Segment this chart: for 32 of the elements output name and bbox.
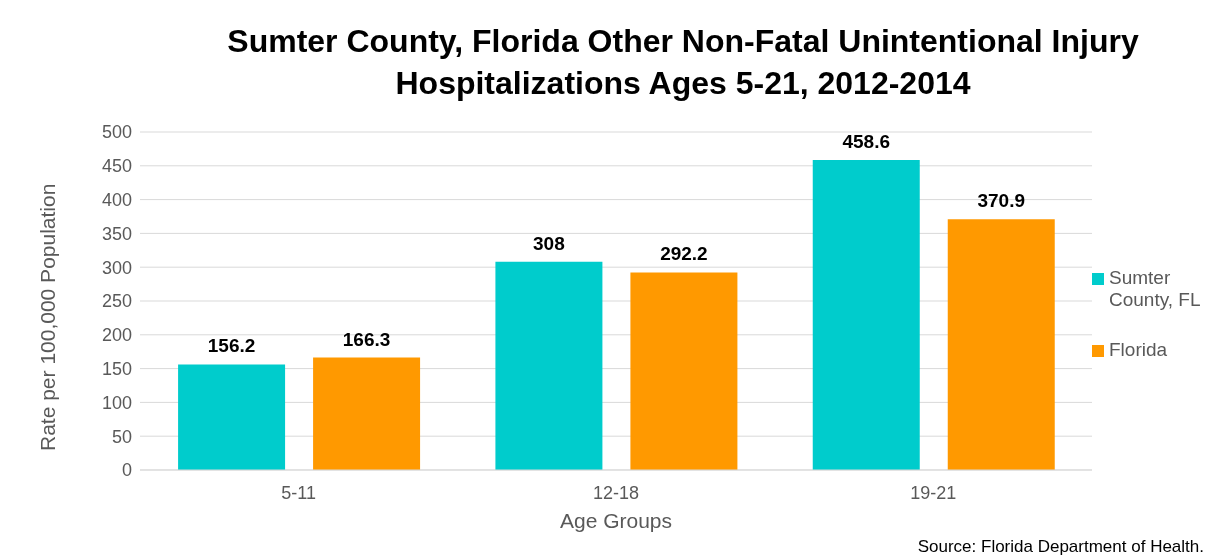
- y-axis-title: Rate per 100,000 Population: [36, 183, 60, 451]
- bar: [630, 272, 738, 470]
- y-tick-label: 300: [101, 257, 132, 278]
- y-tick-label: 400: [101, 189, 132, 210]
- x-tick-label: 5-11: [281, 482, 317, 503]
- bar: [812, 159, 920, 470]
- data-label: 156.2: [207, 335, 256, 357]
- bar: [178, 364, 286, 470]
- x-axis-title: Age Groups: [559, 509, 673, 532]
- y-tick-label: 450: [101, 156, 132, 177]
- bar: [947, 219, 1055, 470]
- data-label: 308: [533, 232, 565, 254]
- source-note: Source: Florida Department of Health.: [917, 537, 1204, 557]
- bar: [495, 261, 603, 470]
- y-tick-label: 350: [101, 223, 132, 244]
- y-tick-label: 200: [101, 325, 132, 346]
- data-label: 166.3: [342, 328, 391, 350]
- x-tick-label: 19-21: [910, 482, 957, 503]
- data-label: 370.9: [977, 190, 1026, 212]
- chart-title: Sumter County, Florida Other Non-Fatal Unintentional Injury Hospitalizations Ages 5-21, 2012-2014: [226, 22, 1140, 103]
- data-label: 292.2: [660, 243, 708, 265]
- x-tick-label: 12-18: [592, 482, 640, 503]
- y-tick-label: 500: [101, 122, 132, 143]
- data-label: 458.6: [842, 130, 891, 152]
- y-tick-label: 150: [101, 358, 132, 379]
- y-tick-label: 50: [111, 426, 132, 447]
- y-tick-label: 0: [121, 460, 132, 481]
- legend-label: Florida: [1109, 339, 1168, 361]
- y-tick-label: 100: [101, 392, 132, 413]
- y-tick-label: 250: [101, 291, 132, 312]
- bar: [313, 357, 421, 470]
- legend-label: Sumter County, FL: [1109, 267, 1202, 311]
